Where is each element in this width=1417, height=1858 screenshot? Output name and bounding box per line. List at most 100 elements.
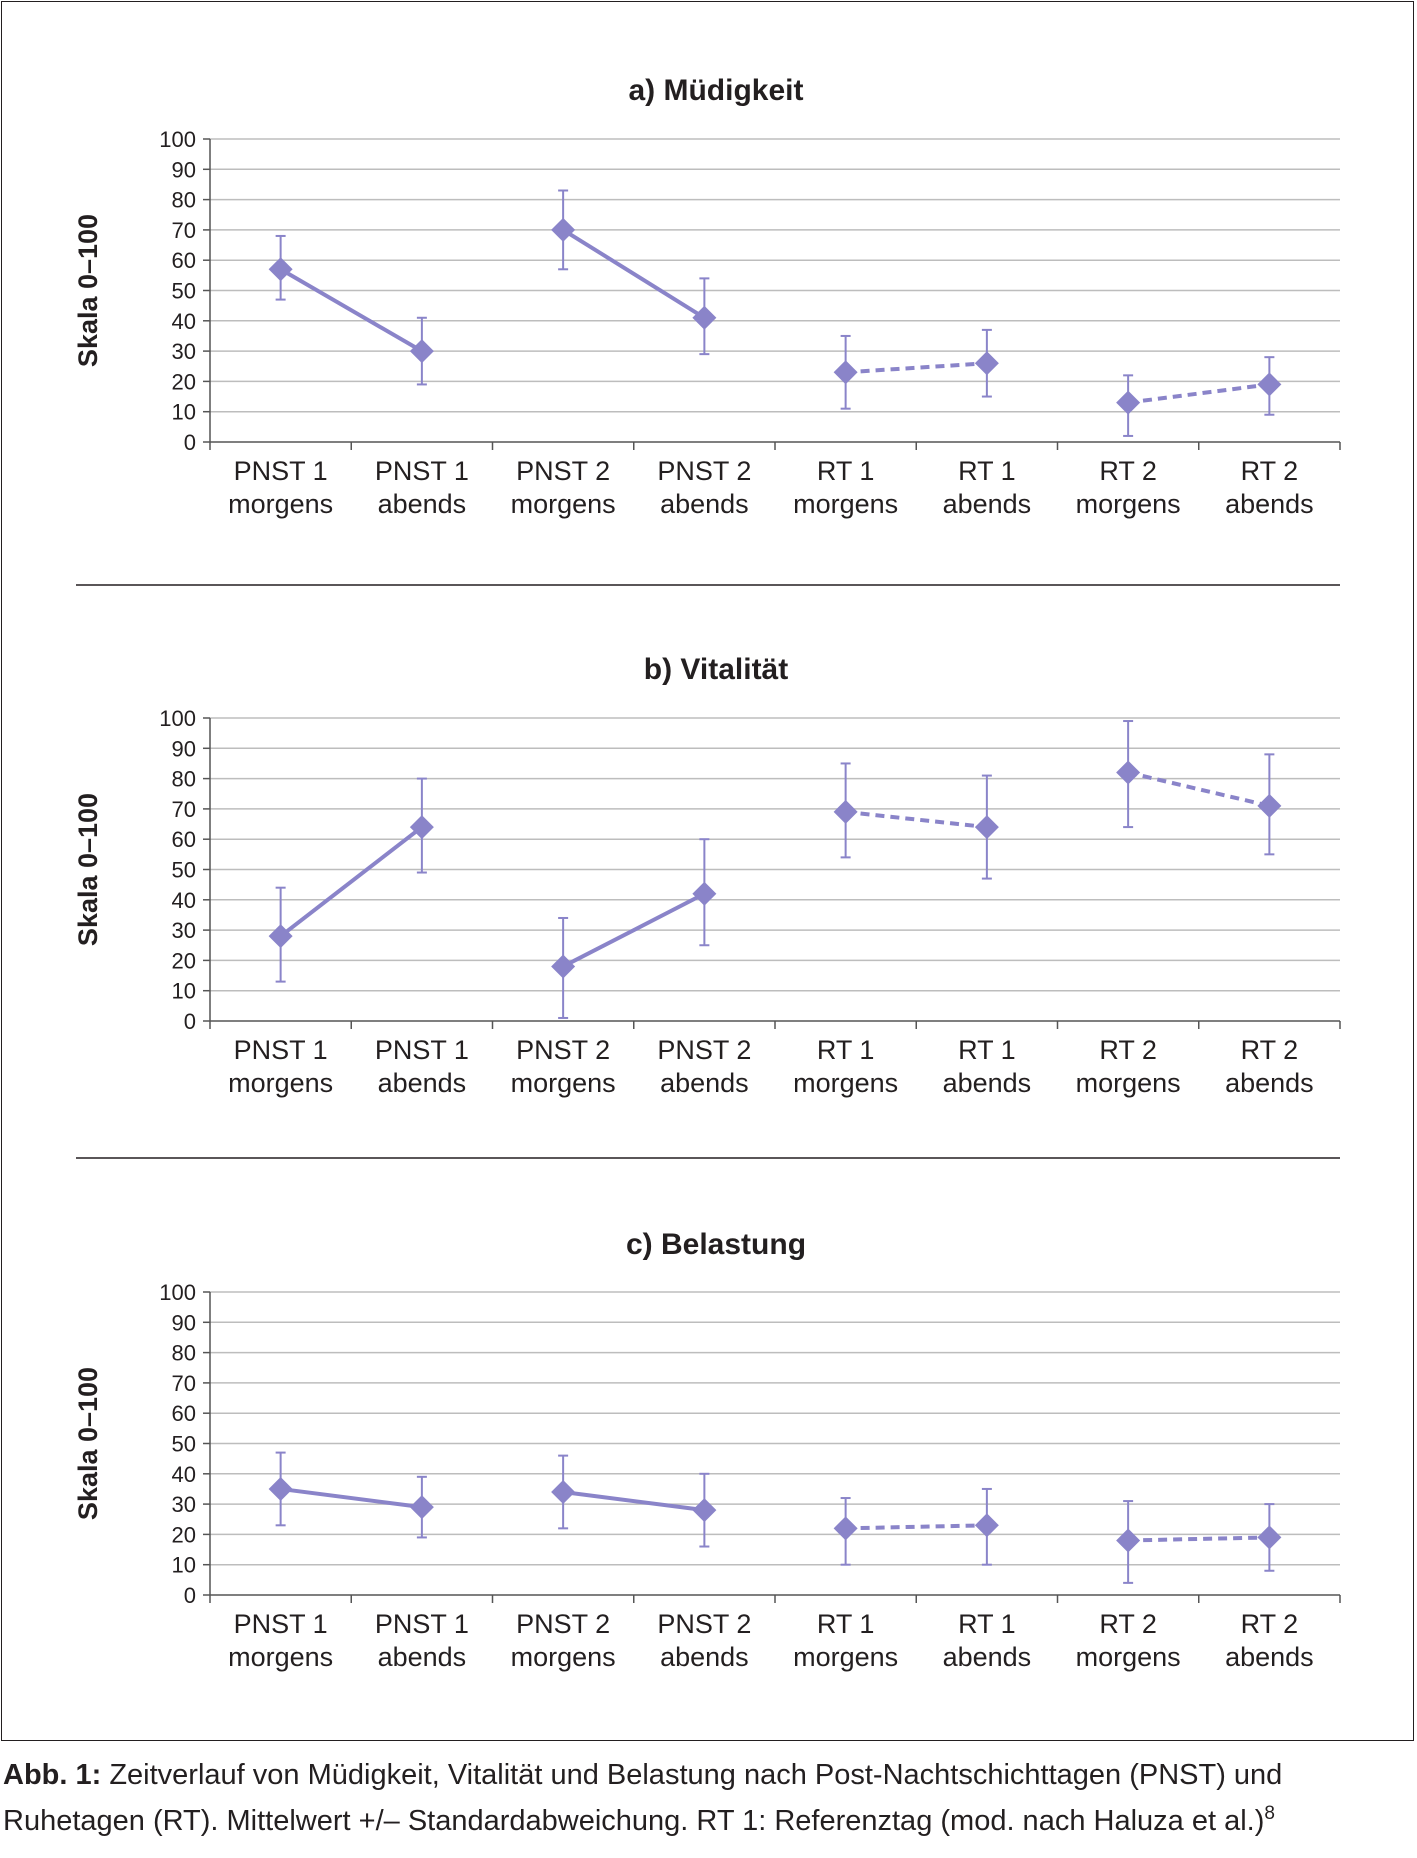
y-tick-label: 50 xyxy=(172,858,196,883)
x-tick-label: abends xyxy=(660,1068,749,1098)
x-tick-label: abends xyxy=(660,1642,749,1672)
caption-label: Abb. 1: xyxy=(3,1759,102,1791)
y-tick-label: 20 xyxy=(172,948,196,973)
y-tick-label: 80 xyxy=(172,767,196,792)
x-tick-label: RT 2 xyxy=(1241,1035,1299,1065)
y-tick-label: 60 xyxy=(172,1401,196,1426)
data-point-marker xyxy=(409,1495,434,1520)
y-tick-label: 30 xyxy=(172,918,196,943)
y-axis-label: Skala 0–100 xyxy=(73,214,103,367)
series-line xyxy=(279,825,424,938)
x-tick-label: morgens xyxy=(793,1068,898,1098)
data-point-marker xyxy=(1116,760,1141,785)
y-tick-label: 100 xyxy=(159,127,196,152)
data-point-marker xyxy=(1116,390,1141,415)
y-tick-label: 60 xyxy=(172,248,196,273)
data-point-marker xyxy=(1116,1528,1141,1553)
data-point-marker xyxy=(974,351,999,376)
x-tick-label: PNST 2 xyxy=(657,456,751,486)
y-tick-label: 60 xyxy=(172,827,196,852)
chart-title: c) Belastung xyxy=(626,1228,806,1261)
x-tick-label: morgens xyxy=(1076,1642,1181,1672)
x-tick-label: RT 1 xyxy=(817,456,875,486)
data-point-marker xyxy=(833,1516,858,1541)
x-tick-label: RT 2 xyxy=(1099,1035,1157,1065)
data-point-marker xyxy=(551,217,576,242)
x-tick-label: morgens xyxy=(511,1068,616,1098)
series-line-dashed xyxy=(845,809,988,830)
x-tick-label: abends xyxy=(1225,489,1314,519)
y-axis-label: Skala 0–100 xyxy=(73,1367,103,1520)
data-point-marker xyxy=(551,1479,576,1504)
x-tick-label: morgens xyxy=(228,1642,333,1672)
x-tick-label: abends xyxy=(1225,1068,1314,1098)
y-tick-label: 0 xyxy=(184,1583,196,1608)
y-tick-label: 20 xyxy=(172,369,196,394)
x-tick-label: abends xyxy=(943,489,1032,519)
x-tick-label: RT 2 xyxy=(1241,1609,1299,1639)
x-tick-label: RT 1 xyxy=(958,456,1016,486)
data-point-marker xyxy=(1257,793,1282,818)
x-tick-label: abends xyxy=(660,489,749,519)
x-tick-label: morgens xyxy=(793,1642,898,1672)
y-tick-label: 80 xyxy=(172,188,196,213)
series-line xyxy=(279,267,423,353)
data-point-marker xyxy=(833,799,858,824)
y-tick-label: 70 xyxy=(172,1371,196,1396)
x-tick-label: PNST 2 xyxy=(657,1035,751,1065)
x-tick-label: RT 1 xyxy=(958,1609,1016,1639)
y-tick-label: 100 xyxy=(159,1280,196,1305)
charts-canvas: a) Müdigkeit Skala 0–100 0 10 20 30 40 50 60 70 80… xyxy=(73,74,1341,1672)
data-point-marker xyxy=(692,305,717,330)
data-point-marker xyxy=(409,815,434,840)
x-tick-label: abends xyxy=(378,1068,467,1098)
y-tick-label: 0 xyxy=(184,430,196,455)
x-tick-label: PNST 1 xyxy=(375,1609,469,1639)
y-tick-label: 80 xyxy=(172,1341,196,1366)
chart-panel-3: c) Belastung Skala 0–100 0 10 20 30 40 50 60 70 80… xyxy=(73,1228,1341,1672)
figure-frame xyxy=(1,1,1414,1741)
x-tick-label: morgens xyxy=(793,489,898,519)
series-line-dashed xyxy=(1127,770,1270,808)
series-line xyxy=(562,1489,705,1513)
data-point-marker xyxy=(409,339,434,364)
y-tick-label: 10 xyxy=(172,979,196,1004)
x-tick-label: PNST 1 xyxy=(234,1609,328,1639)
series-line-dashed xyxy=(1128,1535,1270,1543)
data-point-marker xyxy=(974,815,999,840)
data-point-marker xyxy=(1257,372,1282,397)
y-tick-label: 40 xyxy=(172,888,196,913)
data-point-marker xyxy=(692,1498,717,1523)
x-tick-label: morgens xyxy=(1076,1068,1181,1098)
chart-panel-1: a) Müdigkeit Skala 0–100 0 10 20 30 40 50 60 70 80… xyxy=(73,74,1341,586)
x-tick-label: PNST 2 xyxy=(516,1035,610,1065)
chart-panel-2: b) Vitalität Skala 0–100 0 10 20 30 40 50 60 70 80… xyxy=(73,653,1341,1159)
y-tick-label: 50 xyxy=(172,1432,196,1457)
y-tick-label: 0 xyxy=(184,1009,196,1034)
x-tick-label: PNST 1 xyxy=(234,456,328,486)
y-tick-label: 10 xyxy=(172,1553,196,1578)
series-line xyxy=(562,228,706,320)
x-tick-label: morgens xyxy=(228,1068,333,1098)
x-tick-label: morgens xyxy=(511,489,616,519)
figure-caption: Abb. 1: Zeitverlauf von Müdigkeit, Vital… xyxy=(3,1752,1413,1844)
series-line-dashed xyxy=(845,1523,987,1531)
x-tick-label: RT 2 xyxy=(1099,456,1157,486)
x-tick-label: morgens xyxy=(1076,489,1181,519)
data-point-marker xyxy=(833,360,858,385)
y-tick-label: 20 xyxy=(172,1522,196,1547)
y-tick-label: 50 xyxy=(172,279,196,304)
x-tick-label: RT 1 xyxy=(817,1035,875,1065)
x-tick-label: PNST 1 xyxy=(234,1035,328,1065)
x-tick-label: RT 2 xyxy=(1241,456,1299,486)
y-tick-label: 30 xyxy=(172,339,196,364)
x-tick-label: abends xyxy=(378,1642,467,1672)
y-tick-label: 40 xyxy=(172,1462,196,1487)
caption-reference: 8 xyxy=(1264,1803,1275,1824)
y-axis-label: Skala 0–100 xyxy=(73,793,103,946)
y-tick-label: 90 xyxy=(172,736,196,761)
data-point-marker xyxy=(1257,1525,1282,1550)
data-point-marker xyxy=(268,257,293,282)
x-tick-label: morgens xyxy=(228,489,333,519)
data-point-marker xyxy=(551,954,576,979)
